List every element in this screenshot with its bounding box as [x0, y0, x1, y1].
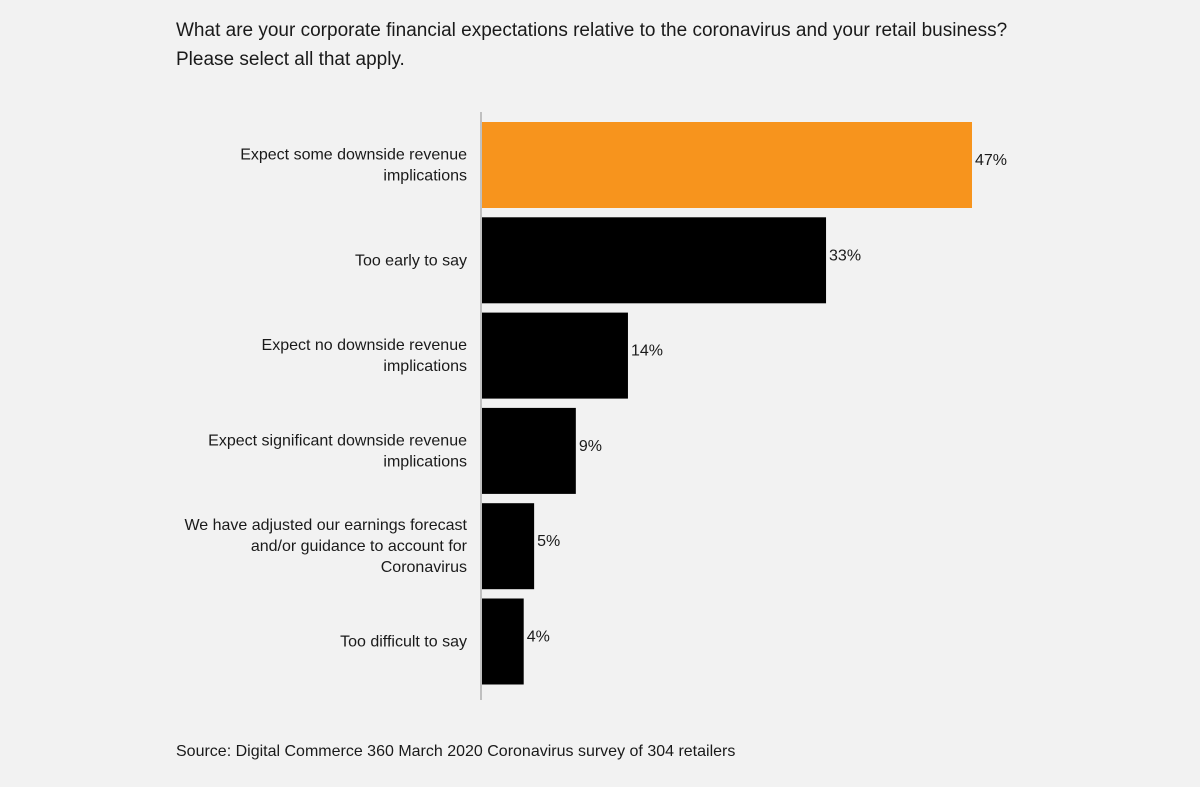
data-label: 47% [975, 152, 1007, 169]
category-label: Too difficult to say [340, 634, 467, 651]
category-label: implications [383, 168, 467, 185]
category-label: We have adjusted our earnings forecast [184, 517, 467, 534]
chart-title: What are your corporate financial expect… [176, 16, 1176, 74]
bar [482, 598, 524, 685]
category-label: and/or guidance to account for [251, 538, 468, 555]
bar [482, 217, 827, 304]
category-label: Expect no downside revenue [262, 337, 468, 354]
category-label: Expect some downside revenue [240, 147, 467, 164]
category-label: Coronavirus [381, 559, 467, 576]
bar [482, 312, 628, 399]
data-label: 14% [631, 343, 663, 360]
category-label: implications [383, 358, 467, 375]
data-label: 9% [579, 438, 602, 455]
bar [482, 503, 535, 590]
data-label: 33% [829, 247, 861, 264]
bar [482, 407, 576, 494]
chart-title-line-1: What are your corporate financial expect… [176, 20, 1008, 41]
category-label: Too early to say [355, 252, 467, 269]
data-label: 4% [527, 629, 550, 646]
bar [482, 122, 972, 208]
chart-title-line-2: Please select all that apply. [176, 49, 405, 70]
category-label: implications [383, 453, 467, 470]
source-note: Source: Digital Commerce 360 March 2020 … [176, 743, 736, 760]
data-label: 5% [537, 533, 560, 550]
category-label: Expect significant downside revenue [208, 432, 467, 449]
